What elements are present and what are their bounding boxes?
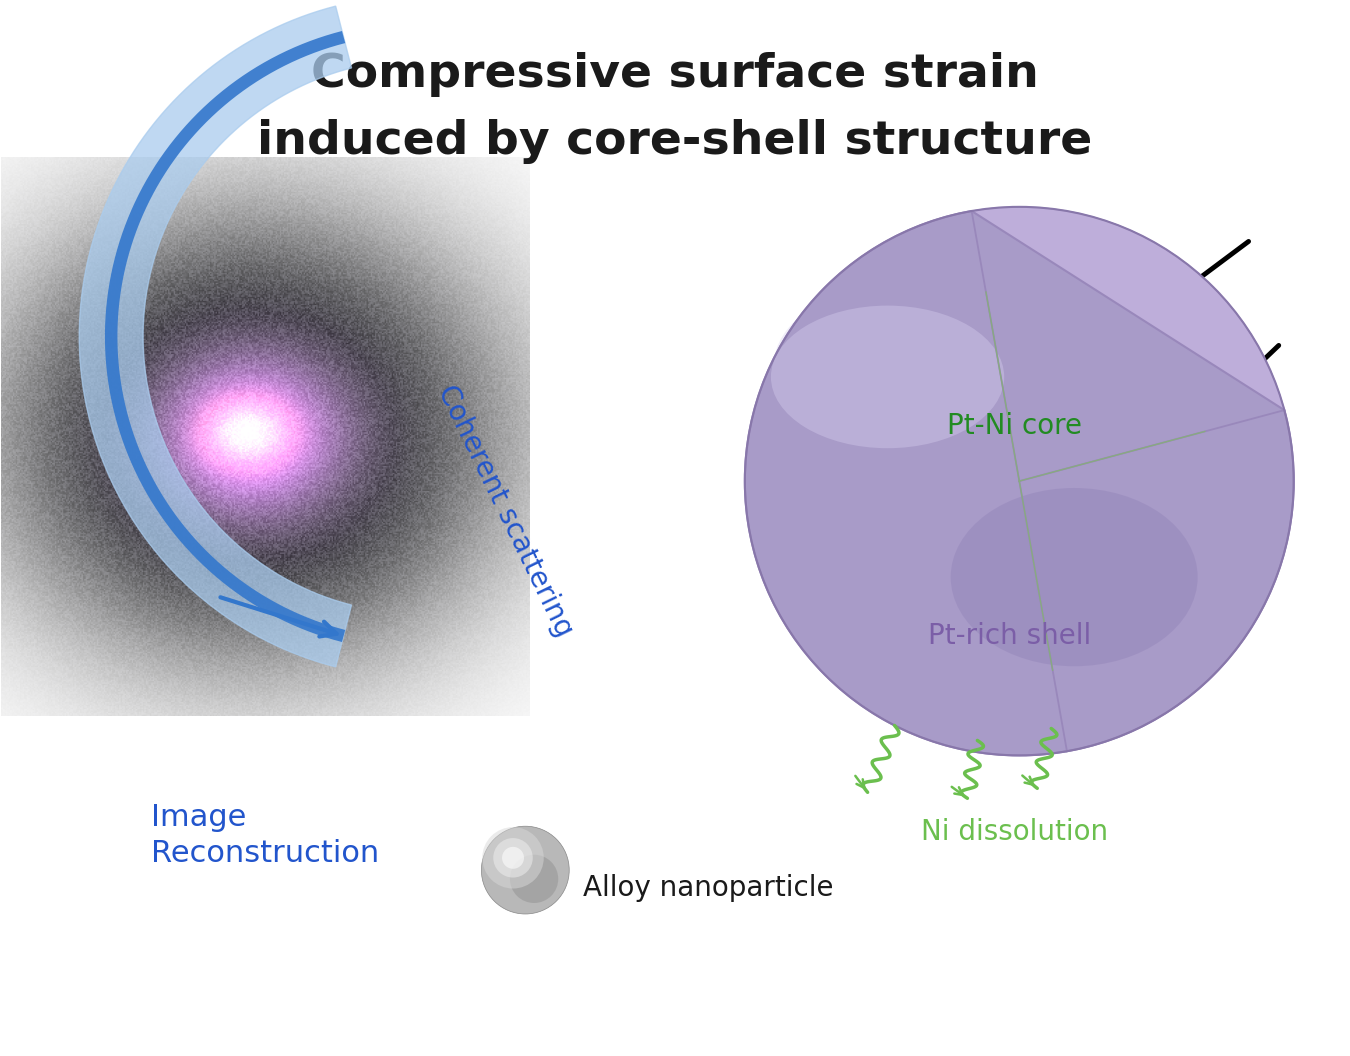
Ellipse shape bbox=[950, 488, 1197, 666]
Polygon shape bbox=[1053, 410, 1293, 751]
Circle shape bbox=[510, 854, 559, 903]
Text: Pt-rich shell: Pt-rich shell bbox=[927, 622, 1091, 649]
Circle shape bbox=[482, 826, 570, 914]
Text: Alloy nanoparticle: Alloy nanoparticle bbox=[583, 874, 834, 902]
Ellipse shape bbox=[899, 371, 1025, 457]
Text: Coherent scattering: Coherent scattering bbox=[432, 381, 578, 641]
Circle shape bbox=[502, 847, 524, 869]
Text: induced by core-shell structure: induced by core-shell structure bbox=[258, 119, 1092, 164]
Circle shape bbox=[745, 207, 1293, 755]
Text: Compressive surface strain: Compressive surface strain bbox=[310, 52, 1040, 97]
Polygon shape bbox=[80, 6, 351, 667]
Polygon shape bbox=[986, 289, 1204, 482]
Polygon shape bbox=[745, 211, 1293, 755]
Polygon shape bbox=[1019, 432, 1211, 671]
Circle shape bbox=[828, 289, 1211, 673]
Text: Image
Reconstruction: Image Reconstruction bbox=[151, 803, 379, 868]
Text: Ni dissolution: Ni dissolution bbox=[921, 818, 1108, 846]
Ellipse shape bbox=[774, 284, 1034, 448]
Ellipse shape bbox=[771, 305, 1004, 448]
Circle shape bbox=[493, 838, 533, 878]
Circle shape bbox=[482, 827, 544, 888]
Text: Pt-Ni core: Pt-Ni core bbox=[946, 412, 1081, 440]
Polygon shape bbox=[972, 207, 1284, 432]
